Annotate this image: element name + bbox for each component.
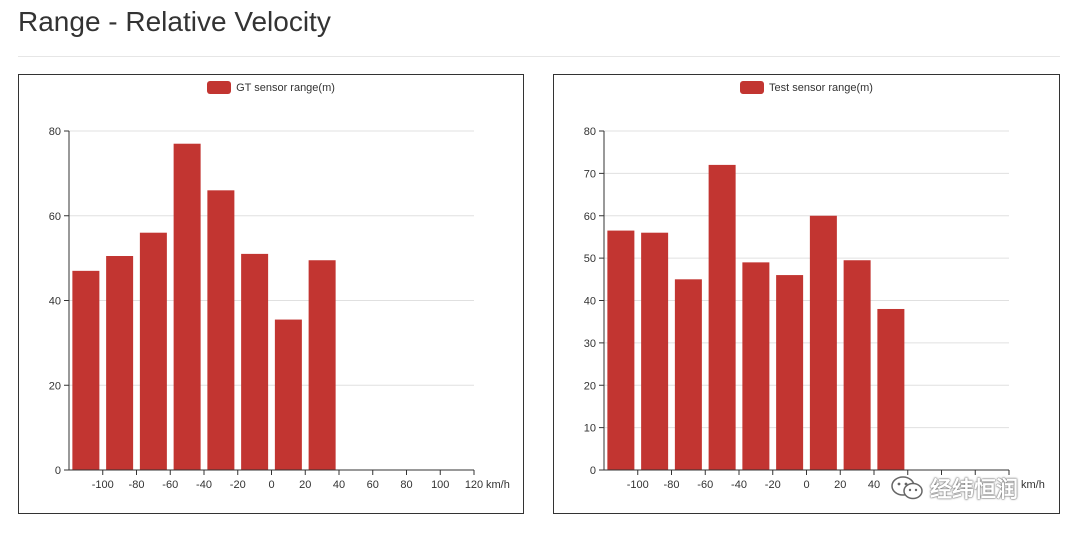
y-tick-label: 80 — [584, 126, 596, 138]
x-axis-unit: km/h — [486, 479, 510, 491]
watermark: 经纬恒润 — [890, 472, 1018, 504]
bar[interactable] — [607, 230, 635, 470]
x-tick-label: -100 — [627, 479, 649, 491]
x-axis-unit: km/h — [1021, 479, 1045, 491]
title-divider — [18, 56, 1060, 57]
x-tick-label: 60 — [367, 479, 379, 491]
y-tick-label: 60 — [49, 211, 61, 223]
bar[interactable] — [72, 270, 100, 470]
watermark-text: 经纬恒润 — [930, 477, 1019, 502]
y-tick-label: 10 — [584, 423, 596, 435]
legend-swatch — [207, 81, 232, 94]
x-tick-label: -40 — [196, 479, 212, 491]
page-title: Range - Relative Velocity — [18, 6, 331, 37]
y-tick-label: 20 — [49, 380, 61, 392]
y-tick-label: 80 — [49, 126, 61, 138]
x-tick-label: 120 — [465, 479, 483, 491]
bar[interactable] — [308, 260, 336, 470]
bar[interactable] — [742, 262, 770, 470]
x-tick-label: 0 — [803, 479, 809, 491]
x-tick-label: -80 — [664, 479, 680, 491]
bar[interactable] — [674, 279, 702, 470]
bar[interactable] — [139, 232, 167, 470]
y-tick-label: 40 — [49, 296, 61, 308]
y-tick-label: 70 — [584, 168, 596, 180]
x-tick-label: -20 — [230, 479, 246, 491]
x-tick-label: 100 — [431, 479, 449, 491]
bar[interactable] — [274, 319, 302, 470]
x-tick-label: -60 — [697, 479, 713, 491]
chart-legend[interactable]: GT sensor range(m) — [19, 81, 523, 94]
bar[interactable] — [877, 308, 905, 470]
x-tick-label: 20 — [834, 479, 846, 491]
x-tick-label: -100 — [92, 479, 114, 491]
bar[interactable] — [241, 253, 269, 470]
bar[interactable] — [173, 143, 201, 470]
y-tick-label: 0 — [55, 465, 61, 477]
y-tick-label: 60 — [584, 211, 596, 223]
test-range-chart: 0 10 20 30 40 50 60 70 80 -100 -80 -60 -40 -20 0 20 40 km… — [584, 126, 1045, 491]
gt-chart-panel: GT sensor range(m) 0 20 40 60 80 -100 -80 -60 -4… — [18, 74, 524, 514]
y-tick-label: 40 — [584, 296, 596, 308]
bar[interactable] — [641, 232, 669, 470]
x-tick-label: 40 — [868, 479, 880, 491]
legend-swatch — [740, 81, 765, 94]
y-tick-label: 20 — [584, 380, 596, 392]
x-tick-label: -80 — [129, 479, 145, 491]
gt-range-chart: 0 20 40 60 80 -100 -80 -60 -40 -20 0 20 40 60 80 100 120… — [49, 126, 510, 491]
x-tick-label: -60 — [162, 479, 178, 491]
chart-legend[interactable]: Test sensor range(m) — [554, 81, 1059, 94]
y-tick-label: 0 — [590, 465, 596, 477]
wechat-icon — [890, 475, 924, 501]
bar[interactable] — [843, 260, 871, 470]
y-tick-label: 50 — [584, 253, 596, 265]
bar[interactable] — [708, 164, 736, 470]
y-tick-label: 30 — [584, 338, 596, 350]
bar[interactable] — [207, 190, 235, 470]
bar[interactable] — [809, 215, 837, 470]
x-tick-label: 80 — [400, 479, 412, 491]
x-tick-label: 40 — [333, 479, 345, 491]
bar[interactable] — [106, 256, 134, 470]
test-chart-panel: Test sensor range(m) 0 10 20 30 40 50 60 70 80 -1… — [553, 74, 1060, 514]
x-tick-label: 20 — [299, 479, 311, 491]
x-tick-label: -40 — [731, 479, 747, 491]
x-tick-label: -20 — [765, 479, 781, 491]
legend-label: Test sensor range(m) — [769, 81, 873, 94]
x-tick-label: 0 — [268, 479, 274, 491]
legend-label: GT sensor range(m) — [236, 81, 335, 94]
bar[interactable] — [776, 275, 804, 470]
